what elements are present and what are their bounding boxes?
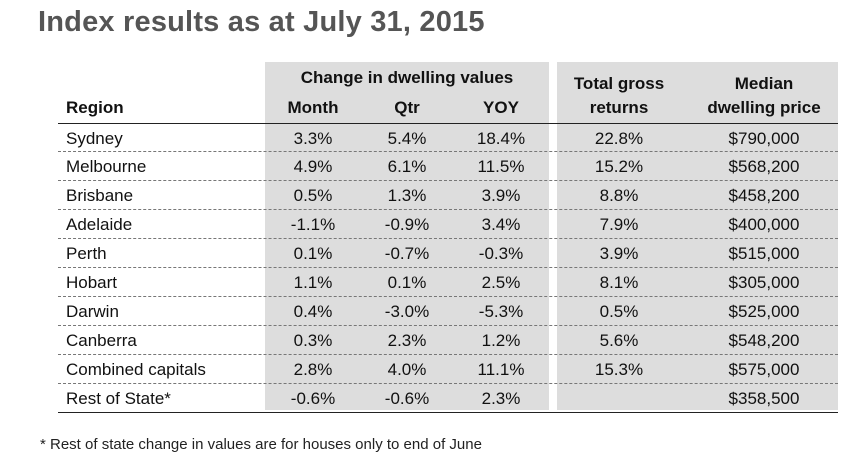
median-price-cell: $525,000 xyxy=(728,302,800,321)
yoy-cell: 1.2% xyxy=(481,331,521,350)
region-header: Region xyxy=(66,98,124,117)
median-price-header-line1: Median xyxy=(734,74,794,93)
total-returns-cell: 8.8% xyxy=(599,186,639,205)
month-cell: 2.8% xyxy=(293,360,333,379)
region-cell: Adelaide xyxy=(66,215,133,234)
total-gross-header-line2: returns xyxy=(589,98,649,117)
total-returns-cell: 5.6% xyxy=(599,331,639,350)
yoy-cell: -0.3% xyxy=(478,244,524,263)
total-returns-cell: 15.3% xyxy=(594,360,644,379)
median-price-cell: $358,500 xyxy=(728,389,800,408)
yoy-cell: 11.1% xyxy=(477,360,525,379)
median-price-cell: $568,200 xyxy=(728,157,800,176)
month-cell: 0.4% xyxy=(293,302,333,321)
page-title: Index results as at July 31, 2015 xyxy=(38,6,485,38)
qtr-cell: -3.0% xyxy=(384,302,430,321)
table-row: Perth 0.1% -0.7% -0.3% 3.9% $515,000 xyxy=(58,239,838,268)
month-cell: 0.1% xyxy=(293,244,333,263)
yoy-cell: 3.9% xyxy=(481,186,521,205)
table-row: Adelaide -1.1% -0.9% 3.4% 7.9% $400,000 xyxy=(58,210,838,239)
total-returns-cell: 15.2% xyxy=(594,157,644,176)
qtr-cell: 4.0% xyxy=(387,360,427,379)
region-cell: Darwin xyxy=(66,302,119,321)
qtr-cell: 0.1% xyxy=(387,273,427,292)
median-price-cell: $458,200 xyxy=(728,186,800,205)
month-cell: 1.1% xyxy=(293,273,333,292)
median-price-cell: $575,000 xyxy=(728,360,800,379)
region-cell: Canberra xyxy=(66,331,137,350)
total-returns-cell: 0.5% xyxy=(599,302,639,321)
qtr-cell: -0.9% xyxy=(384,215,430,234)
footnote: * Rest of state change in values are for… xyxy=(40,436,482,453)
median-price-cell: $790,000 xyxy=(728,129,800,148)
qtr-cell: 5.4% xyxy=(387,129,427,148)
yoy-cell: 3.4% xyxy=(481,215,521,234)
yoy-cell: 11.5% xyxy=(477,157,525,176)
table-row: Sydney 3.3% 5.4% 18.4% 22.8% $790,000 xyxy=(58,123,838,152)
qtr-header: Qtr xyxy=(394,98,420,117)
month-cell: -1.1% xyxy=(290,215,336,234)
total-returns-cell: 3.9% xyxy=(599,244,639,263)
yoy-cell: -5.3% xyxy=(478,302,524,321)
total-gross-header-line1: Total gross xyxy=(573,74,665,93)
qtr-cell: -0.6% xyxy=(384,389,430,408)
region-cell: Combined capitals xyxy=(66,360,206,379)
total-returns-cell: 22.8% xyxy=(594,129,644,148)
table-row: Darwin 0.4% -3.0% -5.3% 0.5% $525,000 xyxy=(58,297,838,326)
yoy-header: YOY xyxy=(483,98,519,117)
month-cell: 0.3% xyxy=(293,331,333,350)
region-cell: Brisbane xyxy=(66,186,134,205)
region-cell: Hobart xyxy=(66,273,118,292)
yoy-cell: 2.3% xyxy=(481,389,521,408)
change-columns-shading xyxy=(265,62,549,410)
median-price-cell: $305,000 xyxy=(728,273,800,292)
qtr-cell: 1.3% xyxy=(387,186,427,205)
qtr-cell: 2.3% xyxy=(387,331,427,350)
table-row: Melbourne 4.9% 6.1% 11.5% 15.2% $568,200 xyxy=(58,152,838,181)
results-table: Sydney 3.3% 5.4% 18.4% 22.8% $790,000 Me… xyxy=(58,123,838,413)
table-row: Canberra 0.3% 2.3% 1.2% 5.6% $548,200 xyxy=(58,326,838,355)
yoy-cell: 2.5% xyxy=(481,273,521,292)
month-cell: 4.9% xyxy=(293,157,333,176)
total-returns-cell: 7.9% xyxy=(599,215,639,234)
table-row: Combined capitals 2.8% 4.0% 11.1% 15.3% … xyxy=(58,355,838,384)
month-cell: 3.3% xyxy=(293,129,333,148)
table-row: Hobart 1.1% 0.1% 2.5% 8.1% $305,000 xyxy=(58,268,838,297)
total-returns-cell: 8.1% xyxy=(599,273,639,292)
table-row: Brisbane 0.5% 1.3% 3.9% 8.8% $458,200 xyxy=(58,181,838,210)
median-price-cell: $548,200 xyxy=(728,331,800,350)
median-price-cell: $515,000 xyxy=(728,244,800,263)
qtr-cell: 6.1% xyxy=(387,157,427,176)
qtr-cell: -0.7% xyxy=(384,244,430,263)
table-row: Rest of State* -0.6% -0.6% 2.3% $358,500 xyxy=(58,384,838,413)
region-cell: Sydney xyxy=(66,129,123,148)
region-cell: Perth xyxy=(66,244,107,263)
month-header: Month xyxy=(287,98,339,117)
returns-price-columns-shading xyxy=(557,62,838,410)
region-cell: Rest of State* xyxy=(66,389,171,408)
region-cell: Melbourne xyxy=(66,157,147,176)
median-price-cell: $400,000 xyxy=(728,215,800,234)
yoy-cell: 18.4% xyxy=(476,129,526,148)
month-cell: -0.6% xyxy=(290,389,336,408)
month-cell: 0.5% xyxy=(293,186,333,205)
change-group-header: Change in dwelling values xyxy=(300,68,514,87)
median-price-header-line2: dwelling price xyxy=(707,98,821,117)
